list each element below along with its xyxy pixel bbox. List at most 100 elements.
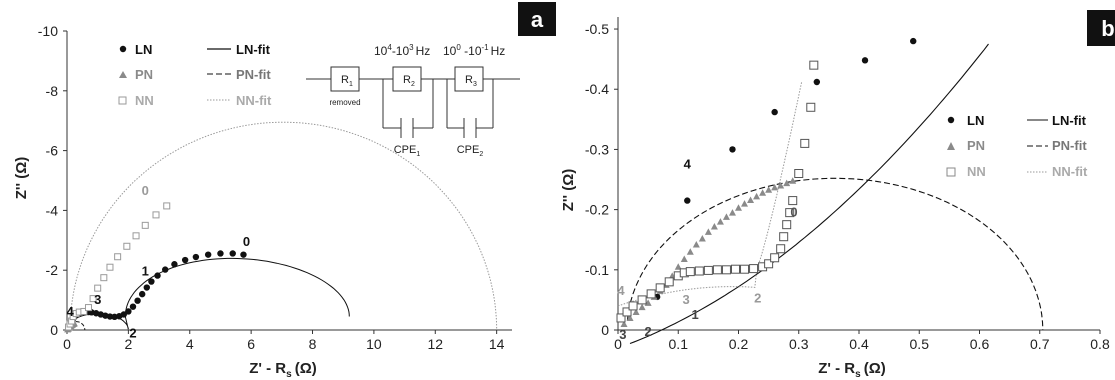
panel-a-label: a <box>531 7 544 32</box>
b-legend-ln: LN <box>967 113 984 128</box>
panel-b: 0 0.1 0.2 0.3 0.4 0.5 0.6 0.7 0.8 0 -0.1 -0.2 -0.3 -0… <box>560 10 1115 380</box>
a-fit-lines <box>66 121 498 331</box>
b-x-tick-label: 0.3 <box>789 336 809 352</box>
b-pn-point <box>704 228 712 235</box>
a-ln-point <box>204 251 212 258</box>
b-nn-point <box>694 266 704 276</box>
b-point-label: 0 <box>790 205 797 220</box>
b-x-tick-label: 0.6 <box>970 336 990 352</box>
a-nn-fit-line <box>69 121 498 331</box>
a-y-tick-label: -4 <box>46 202 59 218</box>
a-ln-point <box>143 284 150 291</box>
a-legend-nn: NN <box>135 93 154 108</box>
panel-b-label-box <box>1087 10 1115 46</box>
b-nn-point <box>628 301 638 311</box>
circuit-freq-range-1: 104-103 Hz <box>374 43 430 58</box>
a-ln-point <box>162 266 169 273</box>
a-ln-point <box>125 308 132 315</box>
b-x-tick-label: 0.5 <box>910 336 930 352</box>
b-axes: 0 0.1 0.2 0.3 0.4 0.5 0.6 0.7 0.8 0 -0.1 -0.2 -0.3 -0… <box>585 17 1110 352</box>
circuit-r3-label: R3 <box>465 74 477 88</box>
b-y-tick-label: -0.5 <box>585 21 609 37</box>
b-nn-point <box>806 102 816 112</box>
a-point-label: 3 <box>94 292 101 307</box>
b-xlabel-sub: s <box>855 369 861 380</box>
a-nn-point <box>114 253 122 261</box>
b-ln-fit-line <box>629 43 989 345</box>
a-x-tick-label: 10 <box>366 336 382 352</box>
equivalent-circuit <box>306 66 520 138</box>
a-legend-pn: PN <box>135 67 153 82</box>
a-ln-point <box>240 251 247 258</box>
a-nn-point <box>84 304 92 312</box>
circuit-r1 <box>330 66 360 92</box>
b-nn-point <box>779 232 789 242</box>
b-pn-point <box>728 209 736 216</box>
a-x-tick-label: 14 <box>489 336 505 352</box>
b-pn-point <box>759 189 767 196</box>
b-pn-point <box>686 248 694 255</box>
b-y-tick-label: -0.1 <box>585 262 609 278</box>
b-legend: LN PN NN LN-fit PN-fit NN-fit <box>946 113 1088 179</box>
a-nn-point <box>80 307 88 315</box>
b-y-tick-label: -0.3 <box>585 141 609 157</box>
b-data-points <box>616 37 917 327</box>
a-ln-point <box>229 250 236 257</box>
circuit-removed-note: removed <box>329 98 360 107</box>
b-nn-point <box>721 265 731 275</box>
a-ln-point <box>106 313 114 320</box>
b-legend-nn: NN <box>967 164 986 179</box>
a-ln-point <box>120 311 127 318</box>
b-pn-point <box>620 320 628 327</box>
b-pn-point <box>692 241 700 248</box>
a-ln-point <box>171 261 178 268</box>
b-nn-point <box>740 264 750 274</box>
b-nn-point <box>730 264 740 274</box>
a-nn-point <box>141 221 149 229</box>
a-nn-point <box>152 211 160 219</box>
b-pn-fit-line <box>626 177 1044 331</box>
a-xlabel-main: Z' - R <box>249 360 286 377</box>
b-point-label: 1 <box>692 307 699 322</box>
a-x-tick-label: 12 <box>427 336 443 352</box>
a-legend: LN PN NN LN-fit PN-fit NN-fit <box>118 42 272 108</box>
a-point-label: 1 <box>142 264 149 279</box>
b-nn-point <box>788 196 798 206</box>
b-point-label: 4 <box>684 156 692 171</box>
a-legend-nnfit: NN-fit <box>236 93 272 108</box>
b-pn-point <box>698 235 706 242</box>
b-nn-point <box>655 283 665 293</box>
a-ln-point <box>138 290 146 298</box>
a-legend-pnfit: PN-fit <box>236 67 271 82</box>
b-pn-point <box>680 255 688 262</box>
a-x-tick-label: 8 <box>309 336 317 352</box>
a-axes: 0 2 4 6 8 10 12 140-2-4-6-8-10 <box>38 23 512 352</box>
b-nn-point <box>794 169 804 178</box>
b-legend-lnfit: LN-fit <box>1052 113 1087 128</box>
b-y-tick-label: -0.2 <box>585 202 609 218</box>
a-ln-point <box>154 272 161 279</box>
b-pn-point <box>783 179 791 187</box>
b-y-tick-label: -0.4 <box>585 81 609 97</box>
b-legend-nn-marker <box>946 167 956 177</box>
a-ln-point <box>148 278 155 285</box>
b-pn-point <box>735 204 742 211</box>
a-xlabel-unit: (Ω) <box>295 360 317 377</box>
b-legend-ln-marker <box>947 116 955 124</box>
a-point-label: 0 <box>142 183 149 198</box>
b-legend-pn: PN <box>967 138 985 153</box>
a-y-tick-label: -6 <box>46 143 59 159</box>
b-pn-point <box>638 303 646 311</box>
a-xlabel-sub: s <box>286 369 292 380</box>
panel-a-label-box <box>518 2 556 36</box>
circuit-r2-label: R2 <box>403 74 415 88</box>
b-nn-point <box>703 265 713 275</box>
panel-b-label: b <box>1101 16 1114 41</box>
b-nn-point <box>785 208 795 218</box>
b-nn-point <box>646 289 656 299</box>
a-point-label: 2 <box>129 326 136 341</box>
b-ln-point <box>813 78 821 86</box>
b-pn-point <box>747 196 755 203</box>
b-legend-pn-marker <box>947 142 955 150</box>
